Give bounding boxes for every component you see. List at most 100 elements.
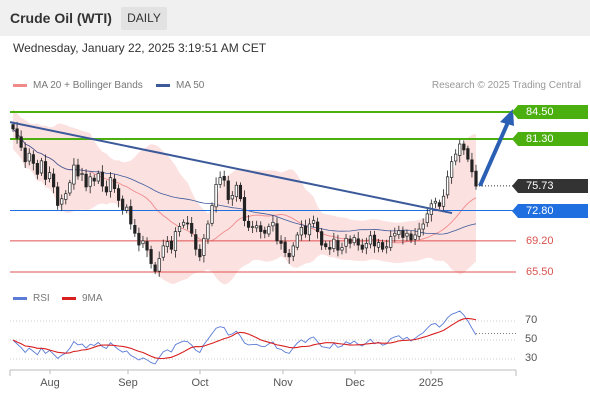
candle-body [177, 226, 182, 232]
level-label-text: 72.80 [526, 204, 554, 217]
legend-bollinger: MA 20 + Bollinger Bands [13, 80, 143, 91]
candle-body [145, 241, 149, 251]
candle-body [206, 223, 210, 240]
x-tick-label: Sep [118, 377, 138, 389]
candle-body [328, 247, 332, 250]
candle-body [413, 234, 417, 240]
level-notch [512, 203, 518, 218]
candle-body [76, 164, 80, 177]
candle-body [251, 226, 255, 228]
candle-body [56, 186, 60, 206]
candle-body [230, 195, 234, 200]
candle-body [68, 182, 72, 194]
legend-ma50-label: MA 50 [176, 80, 205, 91]
candle-body [437, 202, 442, 207]
projection-arrow-shaft [478, 119, 511, 187]
level-label-text: 81.30 [526, 132, 554, 145]
candle-body [210, 205, 214, 224]
candle-body [133, 224, 137, 234]
candle-body [259, 225, 263, 232]
candle-body [218, 177, 222, 185]
candle-body [401, 230, 405, 238]
candle-body [380, 242, 385, 250]
candle-body [100, 171, 104, 187]
candle-body [421, 223, 425, 230]
candle-body [72, 164, 76, 185]
rsi-line [12, 310, 477, 365]
rsi-swatch [13, 296, 27, 300]
candle-body [153, 264, 157, 272]
x-tick-label: Nov [273, 377, 293, 389]
candle-body [222, 175, 226, 181]
candle-body [474, 170, 478, 187]
candle-body [352, 237, 356, 244]
candle-body [275, 223, 279, 242]
x-tick-label: Oct [191, 377, 209, 389]
candle-body [60, 198, 64, 205]
rsi-tick-30: 30 [525, 352, 538, 364]
candle-body [23, 147, 27, 163]
candle-body [112, 178, 117, 189]
projection-arrow-head [500, 109, 514, 126]
candle-body [80, 173, 84, 176]
level-notch [512, 131, 518, 146]
candle-body [311, 220, 316, 224]
candle-body [271, 221, 275, 227]
candle-body [417, 228, 421, 237]
candle-body [129, 206, 133, 225]
candle-body [299, 227, 303, 236]
candle-body [96, 173, 100, 182]
candle-body [409, 233, 413, 241]
candle-body [190, 222, 194, 234]
candle-body [255, 225, 259, 229]
candle-body [202, 237, 206, 256]
candle-body [238, 184, 243, 200]
candle-body [389, 236, 393, 248]
candle-body [165, 241, 169, 247]
candle-body [454, 153, 458, 162]
candle-body [433, 200, 437, 204]
level-label-text: 84.50 [526, 106, 554, 118]
x-tick-label: 2025 [418, 377, 444, 389]
candle-body [316, 221, 320, 232]
candle-body [19, 136, 23, 148]
candle-body [393, 232, 397, 237]
candle-body [364, 243, 368, 249]
candle-body [198, 248, 202, 258]
candle-body [441, 195, 446, 207]
candle-body [332, 238, 336, 249]
legend-rsi-label: RSI [33, 293, 50, 304]
level-notch [512, 178, 518, 193]
candle-body [47, 172, 52, 180]
candle-body [340, 247, 344, 251]
candle-body [141, 240, 145, 245]
candle-body [161, 245, 165, 258]
candle-body [283, 241, 287, 253]
credit-text: Research © 2025 Trading Central [431, 80, 581, 91]
candle-body [15, 128, 19, 139]
candle-body [64, 193, 68, 200]
period-badge[interactable]: DAILY [121, 7, 167, 30]
candle-body [137, 232, 141, 246]
candle-body [116, 188, 121, 201]
bollinger-swatch [13, 83, 27, 87]
level-label-resistance: 81.30 [512, 131, 588, 146]
date-line: Wednesday, January 22, 2025 3:19:51 AM C… [13, 41, 267, 55]
candle-body [173, 231, 178, 251]
downtrend-line [9, 121, 453, 215]
candle-body [121, 198, 125, 211]
ma9-swatch [62, 296, 76, 300]
candle-body [445, 176, 450, 196]
candle-body [169, 240, 173, 250]
candle-body [88, 176, 92, 187]
ma50-swatch [156, 83, 170, 87]
legend-rsi: RSI [13, 293, 50, 304]
candle-body [35, 163, 39, 175]
candle-body [385, 246, 389, 249]
candle-body [376, 242, 381, 248]
candle-body [226, 180, 230, 200]
header-bar: Crude Oil (WTI) DAILY [0, 0, 590, 36]
level-label-pivot: 72.80 [512, 203, 588, 218]
candle-body [368, 235, 373, 245]
